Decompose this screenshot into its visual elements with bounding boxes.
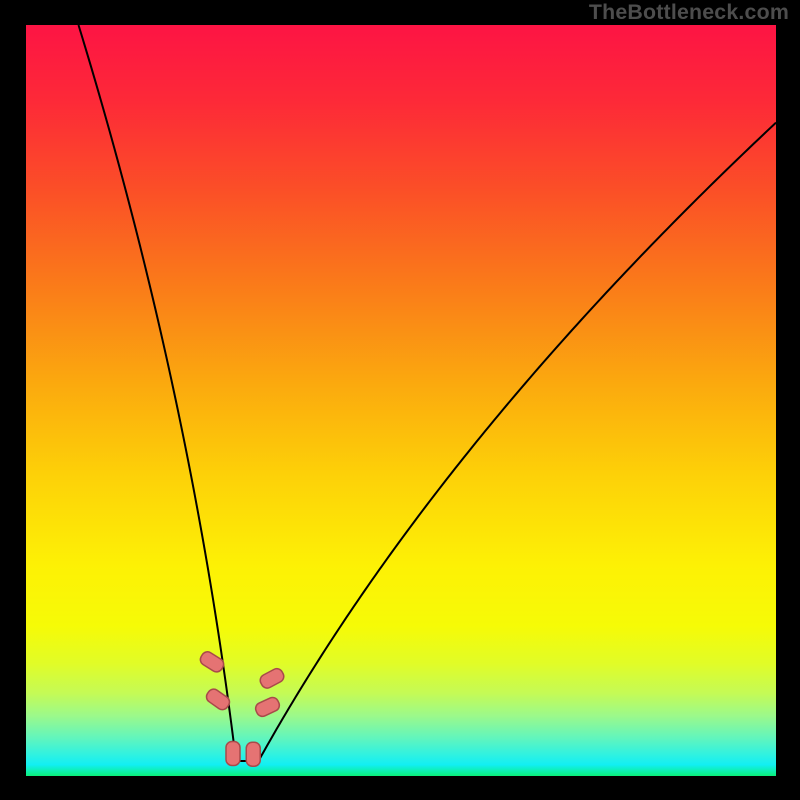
chart-plot-area [26,25,776,776]
watermark-text: TheBottleneck.com [589,0,789,25]
